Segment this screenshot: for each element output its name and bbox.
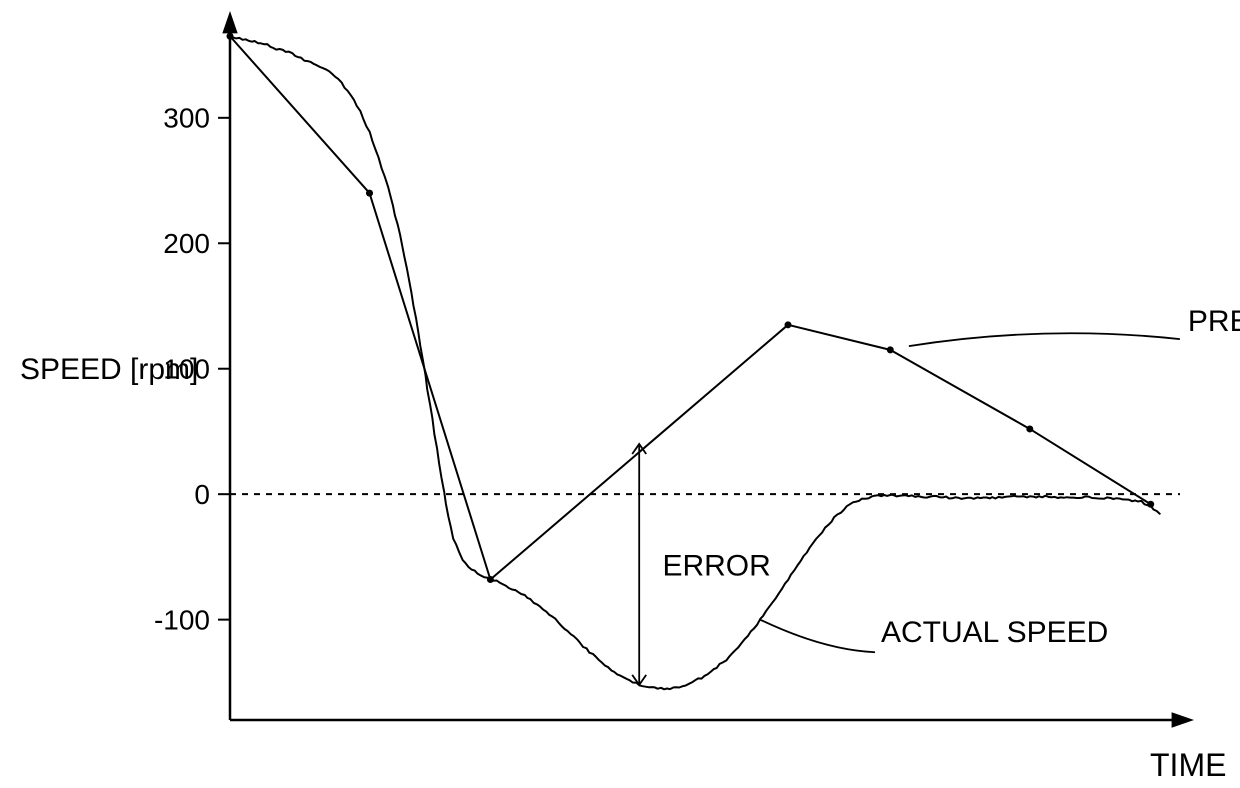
y-tick-label: -100	[154, 604, 210, 635]
predicted-speed-marker	[785, 321, 792, 328]
predicted-speed-marker	[1026, 425, 1033, 432]
chart-svg: -1000100200300SPEED [rpm]TIMEPREDICTED S…	[0, 0, 1240, 788]
predicted-speed-marker	[887, 346, 894, 353]
y-axis-label: SPEED [rpm]	[20, 353, 198, 386]
predicted-speed-label: PREDICTED SPEED	[1188, 305, 1240, 338]
predicted-speed-marker	[366, 190, 373, 197]
y-tick-label: 200	[163, 228, 210, 259]
y-tick-label: 300	[163, 103, 210, 134]
error-label: ERROR	[662, 550, 770, 583]
x-axis-label: TIME	[1150, 747, 1226, 783]
speed-chart: -1000100200300SPEED [rpm]TIMEPREDICTED S…	[0, 0, 1240, 788]
actual-speed-label: ACTUAL SPEED	[881, 616, 1108, 649]
y-tick-label: 0	[194, 479, 210, 510]
